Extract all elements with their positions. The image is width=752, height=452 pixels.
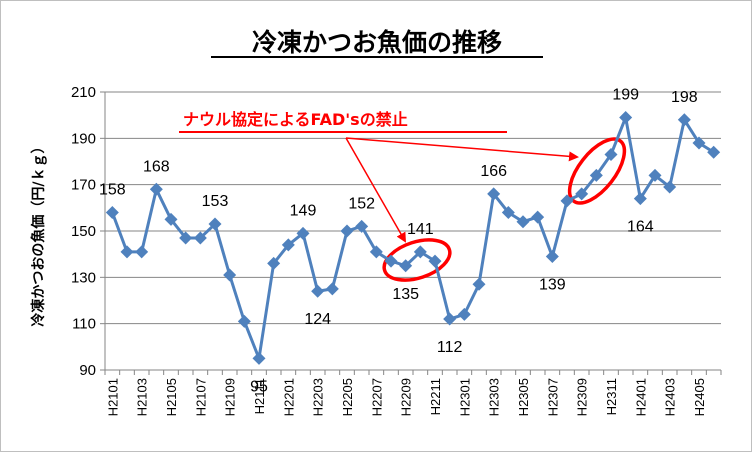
x-tick-label: H2311 [604, 378, 619, 415]
data-point-marker [164, 212, 178, 226]
data-point-marker [589, 168, 603, 182]
data-point-marker [105, 205, 119, 219]
data-point-marker [252, 351, 266, 365]
x-tick-label: H2105 [164, 378, 179, 416]
x-tick-label: H2203 [311, 378, 326, 416]
data-label: 164 [627, 219, 654, 236]
data-point-marker [355, 219, 369, 233]
x-tick-label: H2305 [516, 378, 531, 416]
x-tick-label: H2211 [428, 378, 443, 415]
data-point-marker [340, 224, 354, 238]
data-point-marker [472, 277, 486, 291]
x-tick-label: H2207 [369, 378, 384, 416]
data-label: 198 [671, 89, 698, 106]
chart-title: 冷凍かつお魚価の推移 [252, 28, 502, 57]
data-label: 149 [290, 202, 317, 219]
data-point-marker [384, 254, 398, 268]
data-point-marker [633, 192, 647, 206]
data-label: 166 [480, 163, 507, 180]
series-markers [105, 110, 721, 365]
data-labels: 158 168 153 95 149 124 152 135 141 112 166 139 199 16… [99, 86, 698, 395]
x-tick-label: H2307 [545, 378, 560, 416]
data-point-marker [516, 215, 530, 229]
data-point-marker [457, 307, 471, 321]
highlight-ellipse-2 [567, 137, 627, 205]
data-point-marker [179, 231, 193, 245]
data-point-marker [325, 282, 339, 296]
data-point-marker [619, 110, 633, 124]
data-label: 135 [392, 286, 419, 303]
data-point-marker [311, 284, 325, 298]
data-point-marker [193, 231, 207, 245]
data-point-marker [237, 314, 251, 328]
data-point-marker [428, 254, 442, 268]
x-tick-label: H2303 [487, 378, 502, 416]
data-point-marker [149, 182, 163, 196]
data-point-marker [135, 245, 149, 259]
data-point-marker [663, 180, 677, 194]
x-tick-label: H2403 [663, 378, 678, 416]
data-point-marker [208, 217, 222, 231]
x-tick-label: H2401 [633, 378, 648, 416]
x-tick-label: H2209 [399, 378, 414, 416]
y-tick-label: 150 [71, 223, 96, 240]
data-label: 168 [143, 158, 170, 175]
data-label: 124 [304, 311, 331, 328]
data-point-marker [399, 259, 413, 273]
data-point-marker [120, 245, 134, 259]
data-point-marker [443, 312, 457, 326]
highlight-ellipse-1 [382, 238, 452, 282]
data-point-marker [501, 205, 515, 219]
data-point-marker [413, 245, 427, 259]
x-tick-label: H2201 [281, 378, 296, 416]
data-label: 139 [539, 276, 566, 293]
data-point-marker [369, 245, 383, 259]
annotation-arrow-1 [345, 137, 406, 243]
x-tick-label: H2101 [105, 378, 120, 416]
data-label: 153 [202, 193, 229, 210]
x-tick-label: H2301 [457, 378, 472, 416]
data-label: 199 [612, 86, 639, 103]
x-tick-label: H2107 [193, 378, 208, 416]
x-tick-labels: H2101 H2103 H2105 H2107 H2109 H2111 H2201 H2203… [104, 370, 722, 416]
data-point-marker [707, 145, 721, 159]
data-label: 158 [99, 181, 126, 198]
data-point-marker [575, 187, 589, 201]
data-label: 95 [250, 378, 268, 395]
x-tick-label: H2405 [692, 378, 707, 416]
annotation-arrow-2 [345, 137, 579, 162]
y-tick-label: 90 [79, 362, 96, 379]
data-point-marker [545, 249, 559, 263]
x-tick-label: H2111 [252, 378, 267, 414]
data-point-marker [223, 268, 237, 282]
y-tick-labels: 90 110 130 150 170 190 210 [71, 84, 96, 379]
y-tick-label: 170 [71, 177, 96, 194]
data-label: 141 [407, 221, 434, 238]
data-point-marker [281, 238, 295, 252]
data-label: 152 [348, 195, 375, 212]
y-tick-label: 210 [71, 84, 96, 101]
x-tick-label: H2109 [223, 378, 238, 416]
data-point-marker [267, 256, 281, 270]
data-point-marker [296, 226, 310, 240]
y-tick-label: 190 [71, 130, 96, 147]
data-point-marker [560, 194, 574, 208]
data-label: 112 [437, 339, 463, 356]
annotation-text: ナウル協定によるFAD'sの禁止 [183, 110, 408, 129]
y-tick-label: 110 [72, 316, 96, 333]
data-point-marker [677, 113, 691, 127]
data-point-marker [692, 136, 706, 150]
x-tick-label: H2103 [135, 378, 150, 416]
x-tick-label: H2309 [575, 378, 590, 416]
data-point-marker [648, 168, 662, 182]
y-tick-label: 130 [71, 269, 96, 286]
data-point-marker [531, 210, 545, 224]
x-tick-label: H2205 [340, 378, 355, 416]
annotation: ナウル協定によるFAD'sの禁止 [179, 110, 627, 282]
y-axis-label: 冷凍かつおの魚価（円/ｋｇ） [30, 139, 48, 326]
data-point-marker [604, 148, 618, 162]
data-point-marker [487, 187, 501, 201]
